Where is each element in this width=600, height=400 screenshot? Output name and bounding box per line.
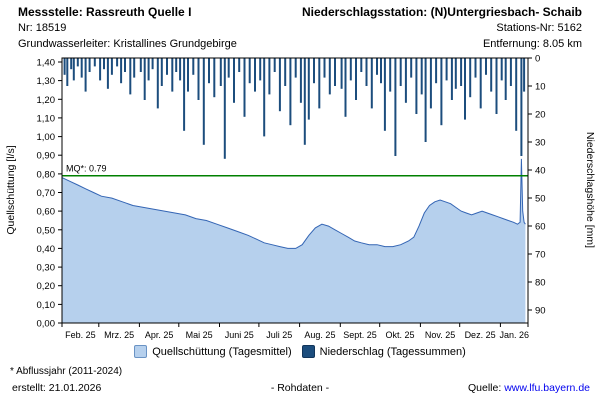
station-info-right: Niederschlagsstation: (N)Untergriesbach-… bbox=[302, 4, 582, 52]
left-axis-tick-label: 0,80 bbox=[37, 169, 56, 180]
left-axis-tick-label: 1,30 bbox=[37, 76, 56, 87]
discharge-line bbox=[61, 158, 526, 249]
right-axis-tick-label: 80 bbox=[535, 278, 546, 289]
x-axis-month-label: Okt. 25 bbox=[386, 330, 415, 340]
right-axis-tick-label: 50 bbox=[535, 194, 546, 205]
right-axis-tick-label: 70 bbox=[535, 250, 546, 261]
x-axis-month-label: Jan. 26 bbox=[499, 330, 529, 340]
left-axis-tick-label: 0,70 bbox=[37, 188, 56, 199]
right-axis-tick-label: 20 bbox=[535, 110, 546, 121]
source-link[interactable]: www.lfu.bayern.de bbox=[504, 382, 590, 394]
precipitation-station-title: Niederschlagsstation: (N)Untergriesbach-… bbox=[301, 5, 582, 19]
right-axis-tick-label: 10 bbox=[535, 82, 546, 93]
x-axis-month-label: Nov. 25 bbox=[425, 330, 455, 340]
x-axis-month-label: Mai 25 bbox=[186, 330, 213, 340]
rohdaten-label: - Rohdaten - bbox=[270, 382, 330, 394]
left-axis-tick-label: 0,90 bbox=[37, 151, 56, 162]
precipitation-bars bbox=[63, 58, 526, 159]
x-axis-month-label: Mrz. 25 bbox=[104, 330, 134, 340]
right-axis-title: Niederschlagshöhe [mm] bbox=[584, 132, 596, 248]
source-label: Quelle: bbox=[468, 382, 502, 394]
discharge-legend-item: Quellschüttung (Tagesmittel) bbox=[134, 345, 292, 358]
source-line: Quelle: www.lfu.bayern.de bbox=[468, 382, 590, 394]
created-date: erstellt: 21.01.2026 bbox=[12, 382, 102, 394]
x-axis-month-label: Dez. 25 bbox=[465, 330, 496, 340]
precipitation-legend-label: Niederschlag (Tagessummen) bbox=[319, 345, 466, 358]
distance-label: Entfernung: 8.05 km bbox=[482, 38, 582, 50]
abflussjahr-note: * Abflussjahr (2011-2024) bbox=[10, 366, 123, 377]
discharge-swatch-icon bbox=[134, 345, 148, 358]
station-nr: Stations-Nr: 5162 bbox=[496, 22, 582, 34]
discharge-area bbox=[62, 158, 526, 323]
left-axis-tick-label: 1,40 bbox=[37, 58, 56, 69]
right-axis-tick-label: 60 bbox=[535, 222, 546, 233]
x-axis-month-label: Sept. 25 bbox=[343, 330, 377, 340]
precipitation-swatch-icon bbox=[301, 345, 315, 358]
x-axis-month-label: Juni 25 bbox=[225, 330, 254, 340]
left-axis-tick-label: 1,00 bbox=[37, 132, 56, 143]
aquifer-label: Grundwasserleiter: Kristallines Grundgeb… bbox=[18, 38, 237, 50]
right-axis-tick-label: 90 bbox=[535, 306, 546, 317]
messstelle-nr: Nr: 18519 bbox=[18, 22, 67, 34]
right-axis-tick-label: 30 bbox=[535, 138, 546, 149]
plot-border bbox=[61, 57, 529, 324]
left-axis-title: Quellschüttung [l/s] bbox=[5, 145, 17, 234]
right-axis-tick-label: 0 bbox=[535, 54, 540, 65]
left-axis-tick-label: 0,10 bbox=[37, 300, 56, 311]
left-axis-tick-label: 0,60 bbox=[37, 207, 56, 218]
x-axis-month-label: Juli 25 bbox=[266, 330, 292, 340]
left-axis-tick-label: 1,20 bbox=[37, 95, 56, 106]
station-info-left: Messstelle: Rassreuth Quelle I Nr: 18519… bbox=[18, 4, 237, 52]
discharge-legend-label: Quellschüttung (Tagesmittel) bbox=[152, 345, 292, 358]
left-axis-tick-label: 0,00 bbox=[37, 319, 56, 330]
x-axis-month-label: Apr. 25 bbox=[145, 330, 174, 340]
left-axis-tick-label: 0,50 bbox=[37, 225, 56, 236]
precipitation-legend-item: Niederschlag (Tagessummen) bbox=[301, 345, 466, 358]
left-axis-tick-label: 0,20 bbox=[37, 281, 56, 292]
right-axis-tick-label: 40 bbox=[535, 166, 546, 177]
mq-label: MQ*: 0.79 bbox=[66, 164, 107, 174]
x-axis-month-label: Aug. 25 bbox=[304, 330, 335, 340]
left-axis-tick-label: 0,30 bbox=[37, 263, 56, 274]
chart-legend: Quellschüttung (Tagesmittel) Niederschla… bbox=[0, 345, 600, 358]
x-axis-month-label: Feb. 25 bbox=[65, 330, 96, 340]
messstelle-title: Messstelle: Rassreuth Quelle I bbox=[18, 5, 192, 19]
left-axis-tick-label: 1,10 bbox=[37, 113, 56, 124]
left-axis-tick-label: 0,40 bbox=[37, 244, 56, 255]
